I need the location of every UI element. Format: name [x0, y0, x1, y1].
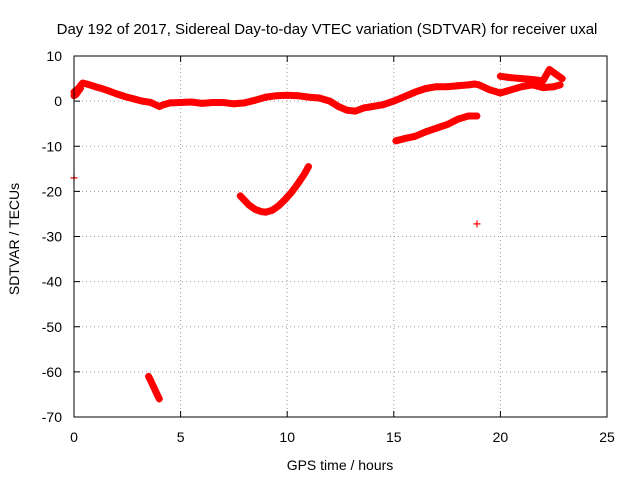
y-tick-label: -30: [42, 229, 62, 245]
x-tick-label: 25: [599, 429, 615, 445]
chart: Day 192 of 2017, Sidereal Day-to-day VTE…: [0, 0, 640, 480]
series-main-band: [71, 80, 564, 115]
axis-ticks: 0 5 10 15 20 25 -70 -60 -50 -40 -30 -20 -10 0 10: [42, 48, 615, 445]
series-late-upper-segment: [497, 66, 566, 84]
data-point: [473, 220, 480, 227]
y-tick-label: -60: [42, 364, 62, 380]
chart-title: Day 192 of 2017, Sidereal Day-to-day VTE…: [57, 21, 598, 38]
series-arc: [237, 163, 312, 216]
y-tick-label: -10: [42, 138, 62, 154]
data-points: [71, 66, 566, 402]
series-outliers: [71, 174, 481, 227]
x-tick-label: 10: [279, 429, 295, 445]
series-steep-low-segment: [145, 373, 163, 403]
x-tick-label: 20: [493, 429, 509, 445]
y-tick-label: -70: [42, 409, 62, 425]
series-band: [74, 83, 560, 111]
x-axis-label: GPS time / hours: [287, 457, 394, 473]
y-tick-label: 10: [46, 48, 62, 64]
x-tick-label: 0: [70, 429, 78, 445]
y-tick-label: -50: [42, 319, 62, 335]
y-tick-label: -20: [42, 183, 62, 199]
x-tick-label: 5: [177, 429, 185, 445]
y-tick-label: 0: [54, 93, 62, 109]
y-axis-label: SDTVAR / TECUs: [6, 183, 22, 295]
x-tick-label: 15: [386, 429, 402, 445]
series-lower-band: [392, 113, 480, 145]
y-tick-label: -40: [42, 274, 62, 290]
